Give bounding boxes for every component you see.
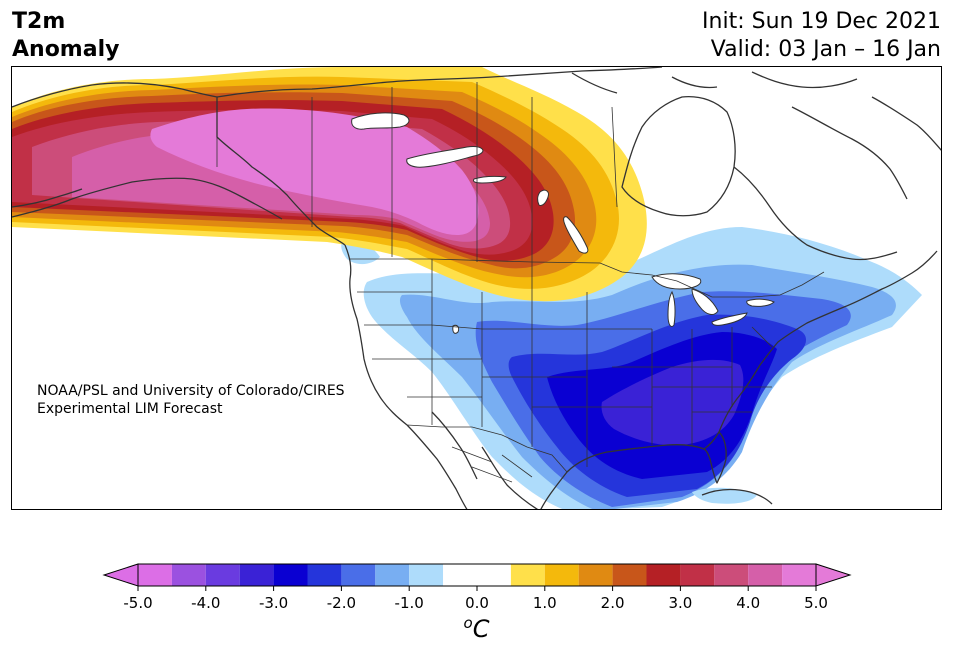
great-bear-lake: [351, 112, 410, 130]
warm-anomaly-fill: [12, 67, 647, 302]
init-date-label: Init: Sun 19 Dec 2021: [702, 9, 941, 34]
colorbar-segment: [680, 564, 715, 586]
us-east-coast: [718, 306, 845, 433]
aleutians: [12, 188, 83, 208]
baja-california: [406, 424, 468, 509]
colorbar: -5.0 -4.0 -3.0 -2.0 -1.0 0.0 1.0 2.0 3.0 4.0 5.0: [0, 555, 953, 655]
valid-range-label: Valid: 03 Jan – 16 Jan: [710, 37, 941, 62]
colorbar-tick-label: -3.0: [259, 594, 288, 612]
cold-pacific-coast: [341, 240, 380, 265]
colorbar-unit: oC: [0, 614, 953, 643]
colorbar-tick-label: 5.0: [804, 594, 828, 612]
map-title: T2m Anomaly: [12, 8, 119, 64]
colorbar-tick-label: 2.0: [601, 594, 625, 612]
nova-scotia-newfoundland: [843, 250, 938, 308]
colorbar-segment: [646, 564, 681, 586]
map-canvas: [12, 67, 941, 509]
colorbar-min-extend: [102, 563, 139, 587]
colorbar-tick-label: -2.0: [327, 594, 356, 612]
cold-bahamas-cuba: [692, 487, 757, 504]
mexico-pacific-coast: [481, 446, 539, 509]
mexico-states: [451, 446, 533, 483]
colorbar-segment: [307, 564, 342, 586]
cold-anomaly-fill: [341, 227, 922, 509]
colorbar-tick-label: -4.0: [191, 594, 220, 612]
us-canada-border: [350, 258, 825, 298]
us-mexico-border: [406, 424, 568, 473]
unit-letter: C: [472, 615, 490, 643]
gulf-coast: [540, 443, 705, 509]
colorbar-tick-label: 4.0: [736, 594, 760, 612]
canada-provinces: [311, 82, 618, 262]
lake-athabasca: [473, 175, 507, 184]
colorbar-max-extend: [815, 563, 852, 587]
us-states-east: [612, 326, 773, 445]
colorbar-segment: [714, 564, 749, 586]
colorbar-segment: [748, 564, 783, 586]
baffin-island: [791, 106, 908, 200]
alaska-coast: [12, 82, 346, 246]
unit-degree-symbol: o: [463, 614, 473, 632]
colorbar-segment: [341, 564, 376, 586]
us-states-west: [357, 259, 652, 467]
arctic-coast: [216, 67, 663, 98]
lake-winnipeg: [537, 189, 549, 206]
cold-contour-30: [601, 359, 744, 446]
lake-michigan: [667, 290, 676, 328]
florida: [703, 431, 727, 484]
colorbar-tick-label: 3.0: [668, 594, 692, 612]
colorbar-segment: [171, 564, 206, 586]
coastlines: [12, 67, 941, 509]
hudson-bay: [621, 96, 736, 217]
colorbar-tick-label: 1.0: [533, 594, 557, 612]
colorbar-segment: [239, 564, 274, 586]
colorbar-tick-label: 0.0: [465, 594, 489, 612]
colorbar-tick-label: -5.0: [123, 594, 152, 612]
labrador-coast: [733, 166, 898, 261]
lake-erie: [711, 312, 748, 326]
colorbar-graphic: -5.0 -4.0 -3.0 -2.0 -1.0 0.0 1.0 2.0 3.0 4.0 5.0: [102, 563, 852, 612]
west-coast-canada-us: [344, 244, 408, 426]
gulf-of-california: [431, 411, 478, 480]
lake-winnipegosis: [563, 216, 589, 254]
great-slave-lake: [406, 146, 484, 168]
alaska-south-coast: [12, 177, 283, 220]
credit-line-2: Experimental LIM Forecast: [37, 401, 223, 417]
title-line-1: T2m: [12, 9, 66, 34]
lake-huron: [691, 288, 719, 315]
colorbar-segment: [273, 564, 308, 586]
colorbar-segment: [612, 564, 647, 586]
credit-line-1: NOAA/PSL and University of Colorado/CIRE…: [37, 383, 345, 399]
colorbar-segment: [138, 564, 172, 586]
forecast-dates: Init: Sun 19 Dec 2021 Valid: 03 Jan – 16…: [702, 8, 941, 64]
warm-contour-45: [150, 108, 479, 235]
colorbar-tick-label: -1.0: [395, 594, 424, 612]
lake-ontario: [746, 298, 775, 307]
political-borders: [216, 82, 825, 483]
colorbar-segment: [782, 564, 816, 586]
colorbar-segment: [544, 564, 579, 586]
cuba: [701, 488, 773, 505]
arctic-islands: [571, 71, 941, 151]
anomaly-map: [11, 66, 942, 510]
colorbar-segment: [510, 564, 545, 586]
colorbar-segment: [443, 564, 511, 586]
colorbar-segment: [205, 564, 240, 586]
colorbar-segment: [409, 564, 444, 586]
title-line-2: Anomaly: [12, 37, 120, 62]
colorbar-segment: [375, 564, 410, 586]
lakes: [351, 112, 775, 334]
colorbar-segment: [578, 564, 613, 586]
credit-text: NOAA/PSL and University of Colorado/CIRE…: [37, 382, 345, 418]
